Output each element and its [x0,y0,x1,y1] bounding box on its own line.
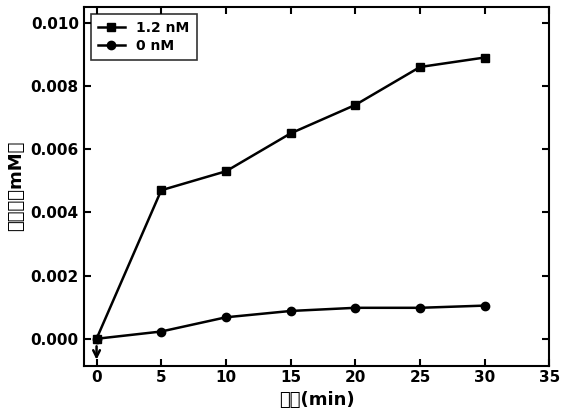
0 nM [287,309,294,314]
1.2 nM [93,336,100,341]
Line: 0 nM: 0 nM [92,302,489,343]
X-axis label: 时间(min): 时间(min) [279,391,354,409]
0 nM [481,303,488,308]
1.2 nM [352,102,359,107]
0 nM [352,305,359,310]
0 nM [158,329,164,334]
1.2 nM [222,169,229,174]
1.2 nM [481,55,488,60]
1.2 nM [158,188,164,193]
Line: 1.2 nM: 1.2 nM [92,53,489,343]
1.2 nM [287,131,294,136]
0 nM [93,336,100,341]
0 nM [417,305,424,310]
0 nM [222,315,229,320]
Legend: 1.2 nM, 0 nM: 1.2 nM, 0 nM [91,14,197,60]
Y-axis label: 溶解氧（mM）: 溶解氧（mM） [7,141,25,231]
1.2 nM [417,64,424,69]
